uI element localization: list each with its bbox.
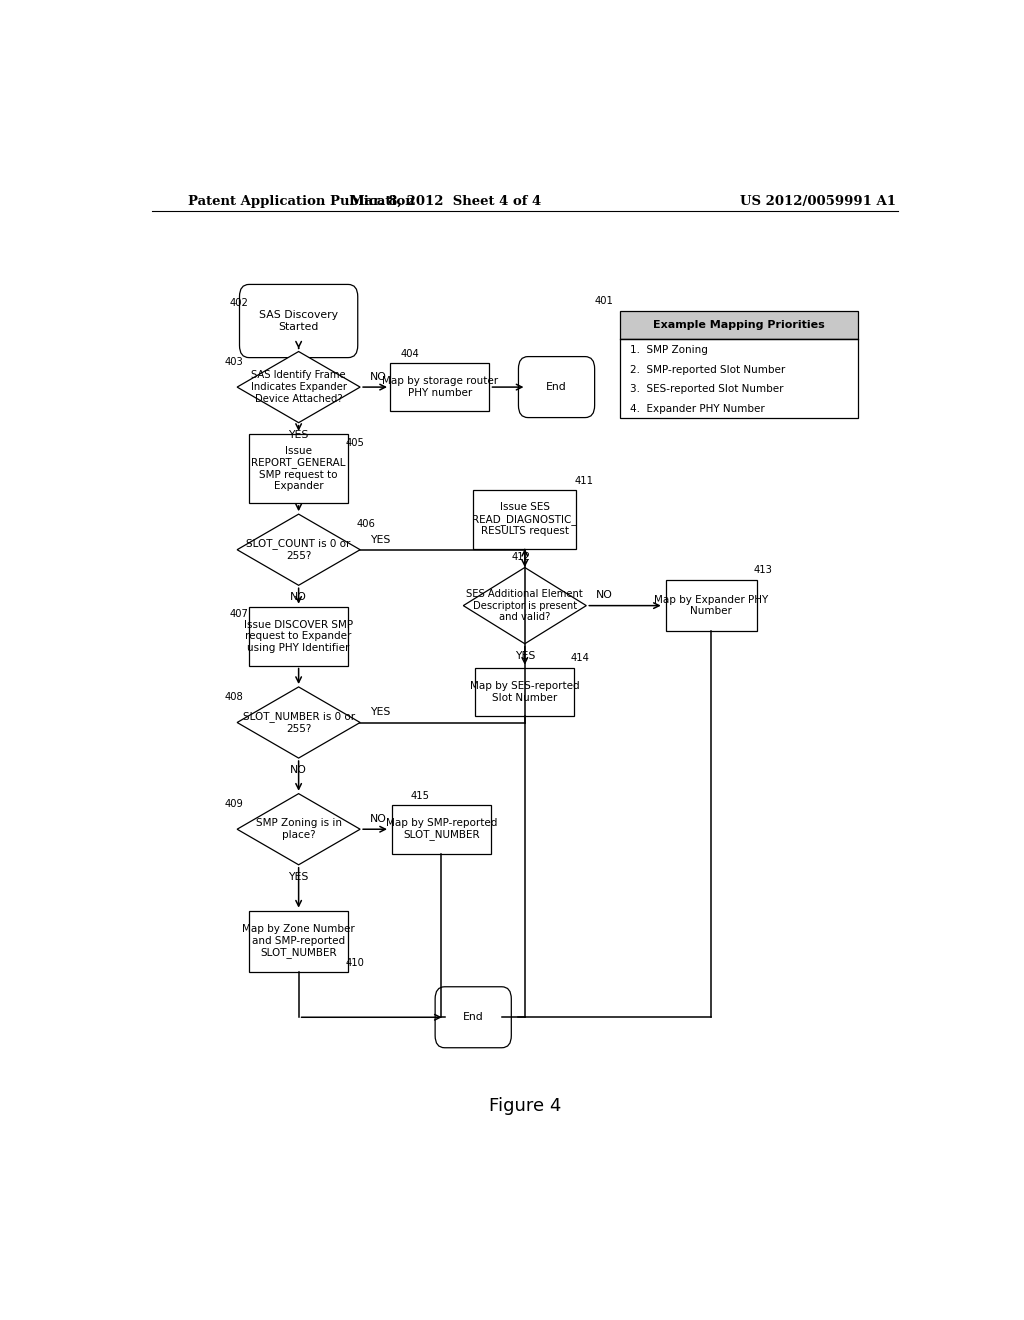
Bar bbox=[249, 911, 348, 972]
Text: Map by storage router
PHY number: Map by storage router PHY number bbox=[382, 376, 498, 397]
Text: YES: YES bbox=[370, 708, 390, 717]
Text: 408: 408 bbox=[224, 692, 243, 702]
Text: Patent Application Publication: Patent Application Publication bbox=[187, 194, 415, 207]
Polygon shape bbox=[463, 568, 587, 644]
Text: 4.  Expander PHY Number: 4. Expander PHY Number bbox=[630, 404, 764, 413]
Text: 414: 414 bbox=[571, 653, 590, 664]
Text: Figure 4: Figure 4 bbox=[488, 1097, 561, 1114]
Text: SAS Discovery
Started: SAS Discovery Started bbox=[259, 310, 338, 331]
Text: Issue
REPORT_GENERAL
SMP request to
Expander: Issue REPORT_GENERAL SMP request to Expa… bbox=[251, 446, 346, 491]
Text: Mar. 8, 2012  Sheet 4 of 4: Mar. 8, 2012 Sheet 4 of 4 bbox=[350, 194, 541, 207]
Text: NO: NO bbox=[290, 593, 307, 602]
Bar bbox=[249, 607, 348, 665]
Text: YES: YES bbox=[289, 873, 309, 882]
Bar bbox=[249, 434, 348, 503]
Bar bbox=[620, 312, 858, 339]
Text: Map by SES-reported
Slot Number: Map by SES-reported Slot Number bbox=[470, 681, 580, 702]
Text: Map by Expander PHY
Number: Map by Expander PHY Number bbox=[654, 595, 768, 616]
Text: NO: NO bbox=[370, 372, 386, 381]
Bar bbox=[620, 339, 858, 417]
Text: Map by Zone Number
and SMP-reported
SLOT_NUMBER: Map by Zone Number and SMP-reported SLOT… bbox=[243, 924, 355, 958]
Text: SMP Zoning is in
place?: SMP Zoning is in place? bbox=[256, 818, 342, 840]
Text: NO: NO bbox=[370, 814, 386, 824]
Polygon shape bbox=[238, 351, 360, 422]
Text: 411: 411 bbox=[574, 475, 594, 486]
Text: 3.  SES-reported Slot Number: 3. SES-reported Slot Number bbox=[630, 384, 783, 395]
Text: Example Mapping Priorities: Example Mapping Priorities bbox=[653, 319, 825, 330]
Text: 403: 403 bbox=[224, 356, 243, 367]
Bar bbox=[390, 363, 489, 412]
Text: 410: 410 bbox=[345, 958, 364, 969]
Text: YES: YES bbox=[515, 651, 535, 661]
Text: Issue SES
READ_DIAGNOSTIC_
RESULTS request: Issue SES READ_DIAGNOSTIC_ RESULTS reque… bbox=[472, 502, 578, 536]
Text: 412: 412 bbox=[511, 552, 530, 562]
FancyBboxPatch shape bbox=[518, 356, 595, 417]
Polygon shape bbox=[238, 686, 360, 758]
Text: 402: 402 bbox=[229, 298, 249, 308]
Text: 415: 415 bbox=[411, 791, 429, 801]
Bar bbox=[392, 805, 492, 854]
Text: NO: NO bbox=[596, 590, 612, 601]
FancyBboxPatch shape bbox=[435, 987, 511, 1048]
Text: YES: YES bbox=[370, 535, 390, 545]
Text: 406: 406 bbox=[357, 519, 376, 529]
Text: SLOT_NUMBER is 0 or
255?: SLOT_NUMBER is 0 or 255? bbox=[243, 711, 354, 734]
Text: 2.  SMP-reported Slot Number: 2. SMP-reported Slot Number bbox=[630, 364, 784, 375]
Text: SLOT_COUNT is 0 or
255?: SLOT_COUNT is 0 or 255? bbox=[247, 539, 351, 561]
Text: NO: NO bbox=[290, 766, 307, 775]
Text: 413: 413 bbox=[754, 565, 772, 576]
Text: SAS Identify Frame
Indicates Expander
Device Attached?: SAS Identify Frame Indicates Expander De… bbox=[251, 371, 346, 404]
Bar bbox=[475, 668, 574, 717]
Text: 401: 401 bbox=[595, 296, 613, 306]
Polygon shape bbox=[238, 515, 360, 585]
Text: End: End bbox=[546, 381, 567, 392]
Text: 405: 405 bbox=[345, 438, 364, 447]
Text: 1.  SMP Zoning: 1. SMP Zoning bbox=[630, 345, 708, 355]
Text: Map by SMP-reported
SLOT_NUMBER: Map by SMP-reported SLOT_NUMBER bbox=[386, 818, 498, 841]
Text: 404: 404 bbox=[400, 348, 419, 359]
Text: US 2012/0059991 A1: US 2012/0059991 A1 bbox=[740, 194, 896, 207]
Text: End: End bbox=[463, 1012, 483, 1022]
Text: YES: YES bbox=[289, 430, 309, 440]
Bar bbox=[473, 490, 577, 549]
Polygon shape bbox=[238, 793, 360, 865]
FancyBboxPatch shape bbox=[240, 284, 357, 358]
Text: 409: 409 bbox=[224, 799, 243, 809]
Bar bbox=[666, 581, 757, 631]
Text: SES Additional Element
Descriptor is present
and valid?: SES Additional Element Descriptor is pre… bbox=[466, 589, 584, 622]
Text: Issue DISCOVER SMP
request to Expander
using PHY Identifier: Issue DISCOVER SMP request to Expander u… bbox=[244, 619, 353, 652]
Text: 407: 407 bbox=[229, 609, 249, 619]
